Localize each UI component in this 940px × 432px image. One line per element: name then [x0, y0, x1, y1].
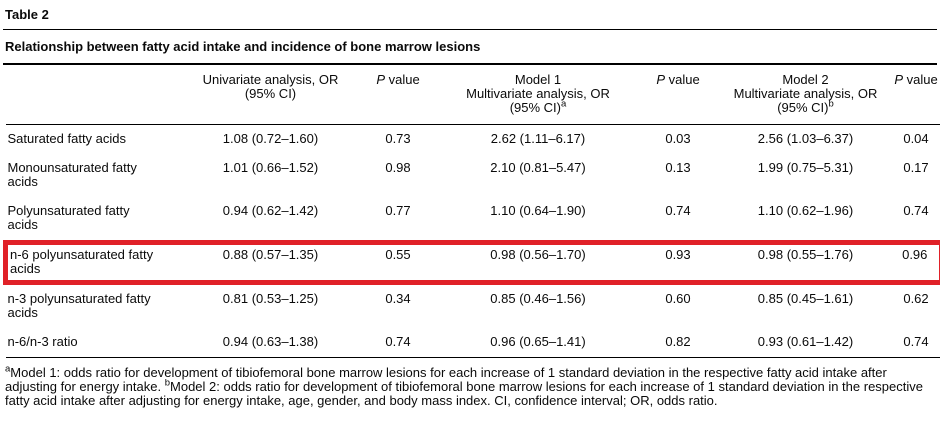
footnote-marker: a	[561, 98, 567, 110]
header-line: (95% CI)a	[441, 98, 636, 115]
footnote-model2-text: Model 2: odds ratio for development of t…	[5, 379, 923, 408]
cell-model1-or: 2.62 (1.11–6.17)	[490, 131, 586, 146]
p-symbol: P	[376, 72, 385, 87]
table-footnote: aModel 1: odds ratio for development of …	[3, 358, 937, 408]
header-line: Multivariate analysis, OR	[441, 87, 636, 101]
cell-univariate-or: 1.08 (0.72–1.60)	[222, 131, 319, 146]
cell-p-value-univariate: 0.77	[385, 203, 411, 218]
col-header-p-value-model2: P value	[890, 65, 940, 125]
cell-model2-or: 0.98 (0.55–1.76)	[720, 240, 891, 285]
row-label: n-3 polyunsaturated fatty acids	[7, 291, 151, 320]
cell-p-value-model2: 0.17	[903, 160, 929, 175]
cell-p-value-model1: 0.13	[665, 160, 691, 175]
col-header-fatty-acid	[5, 65, 186, 125]
cell-p-value-model1: 0.93	[635, 240, 721, 285]
header-line: Model 2	[721, 73, 891, 87]
table-body: Saturated fatty acids 1.08 (0.72–1.60) 0.7…	[3, 125, 940, 358]
cell-p-value-model2: 0.04	[903, 131, 929, 146]
col-header-p-value-model1: P value	[635, 65, 721, 125]
p-symbol: P	[656, 72, 665, 87]
header-line: Univariate analysis, OR	[186, 73, 356, 87]
footnote-marker: b	[828, 98, 834, 110]
row-label: n-6 polyunsaturated fatty acids	[3, 240, 186, 285]
p-symbol: P	[894, 72, 903, 87]
header-line-text: Model 1	[514, 72, 562, 87]
table-row: Polyunsaturated fatty acids 0.94 (0.62–1.…	[6, 197, 940, 243]
cell-univariate-or: 0.81 (0.53–1.25)	[222, 291, 319, 306]
cell-p-value-model2: 0.74	[890, 328, 940, 358]
header-row: Univariate analysis, OR (95% CI) P value Mo…	[5, 65, 940, 125]
cell-p-value-model2: 0.74	[903, 203, 929, 218]
header-line-text: Multivariate analysis, OR	[733, 86, 878, 101]
table-row: n-3 polyunsaturated fatty acids 0.81 (0.5…	[6, 283, 940, 329]
header-line: (95% CI)b	[721, 98, 891, 115]
cell-p-value-model2: 0.62	[903, 291, 929, 306]
cell-univariate-or: 1.01 (0.66–1.52)	[222, 160, 319, 175]
cell-p-value-univariate: 0.55	[355, 240, 441, 285]
table-row: Saturated fatty acids 1.08 (0.72–1.60) 0.7…	[6, 125, 940, 155]
cell-p-value-model1: 0.03	[665, 131, 691, 146]
cell-p-value-univariate: 0.74	[355, 328, 441, 358]
cell-p-value-model1: 0.60	[665, 291, 691, 306]
header-line: Model 1	[441, 73, 636, 87]
table-row: Monounsaturated fatty acids 1.01 (0.66–1.…	[6, 154, 940, 197]
cell-model2-or: 0.85 (0.45–1.61)	[757, 291, 854, 306]
paper-table-figure: Table 2 Relationship between fatty acid …	[3, 0, 940, 408]
cell-univariate-or: 0.94 (0.63–1.38)	[185, 328, 356, 358]
cell-p-value-model1: 0.74	[665, 203, 691, 218]
p-value-label: value	[902, 72, 938, 87]
header-line-text: Model 2	[782, 72, 829, 87]
col-header-model1-or: Model 1 Multivariate analysis, OR (95% CI)…	[440, 65, 636, 125]
table-row-highlighted: n-6 polyunsaturated fatty acids 0.88 (0.5…	[3, 240, 940, 285]
row-label: Polyunsaturated fatty acids	[7, 203, 130, 232]
footnote-model1-text: Model 1: odds ratio for development of t…	[5, 365, 887, 394]
header-line-text: Univariate analysis, OR	[202, 72, 339, 87]
cell-model1-or: 2.10 (0.81–5.47)	[490, 160, 586, 175]
col-header-univariate-or: Univariate analysis, OR (95% CI)	[185, 65, 356, 125]
cell-univariate-or: 0.94 (0.62–1.42)	[222, 203, 319, 218]
cell-model2-or: 2.56 (1.03–6.37)	[757, 131, 854, 146]
cell-p-value-model2: 0.96	[890, 240, 940, 285]
footnote-marker-b: b	[164, 377, 171, 389]
header-line-text: (95% CI)	[509, 100, 561, 115]
footnote-marker-a: a	[5, 363, 11, 375]
col-header-p-value-univariate: P value	[355, 65, 441, 125]
fatty-acid-table: Univariate analysis, OR (95% CI) P value Mo…	[3, 65, 940, 358]
row-label: Monounsaturated fatty acids	[7, 160, 137, 189]
cell-model1-or: 0.85 (0.46–1.56)	[490, 291, 586, 306]
cell-model1-or: 1.10 (0.64–1.90)	[490, 203, 586, 218]
header-line: (95% CI)	[186, 87, 356, 101]
row-label: n-6/n-3 ratio	[5, 328, 186, 358]
p-value-label: value	[664, 72, 700, 87]
cell-p-value-univariate: 0.34	[385, 291, 411, 306]
table-header: Univariate analysis, OR (95% CI) P value Mo…	[5, 65, 940, 125]
header-line-text: (95% CI)	[777, 100, 829, 115]
col-header-model2-or: Model 2 Multivariate analysis, OR (95% CI)…	[720, 65, 891, 125]
cell-model2-or: 1.99 (0.75–5.31)	[757, 160, 854, 175]
cell-model1-or: 0.98 (0.56–1.70)	[440, 240, 636, 285]
header-line-text: (95% CI)	[244, 86, 297, 101]
p-value-label: value	[384, 72, 420, 87]
cell-model2-or: 1.10 (0.62–1.96)	[757, 203, 854, 218]
cell-p-value-model1: 0.82	[635, 328, 721, 358]
table-row: n-6/n-3 ratio 0.94 (0.63–1.38) 0.74 0.96 (0…	[5, 328, 940, 358]
cell-model2-or: 0.93 (0.61–1.42)	[720, 328, 891, 358]
table-title: Relationship between fatty acid intake a…	[3, 30, 937, 65]
row-label: Saturated fatty acids	[7, 131, 127, 146]
table-number: Table 2	[3, 0, 937, 30]
cell-univariate-or: 0.88 (0.57–1.35)	[185, 240, 356, 285]
cell-model1-or: 0.96 (0.65–1.41)	[440, 328, 636, 358]
header-line: Multivariate analysis, OR	[721, 87, 891, 101]
footnote-abbreviations: CI, confidence interval; OR, odds ratio.	[494, 393, 718, 408]
cell-p-value-univariate: 0.73	[385, 131, 411, 146]
cell-p-value-univariate: 0.98	[385, 160, 411, 175]
header-line-text: Multivariate analysis, OR	[466, 86, 610, 101]
